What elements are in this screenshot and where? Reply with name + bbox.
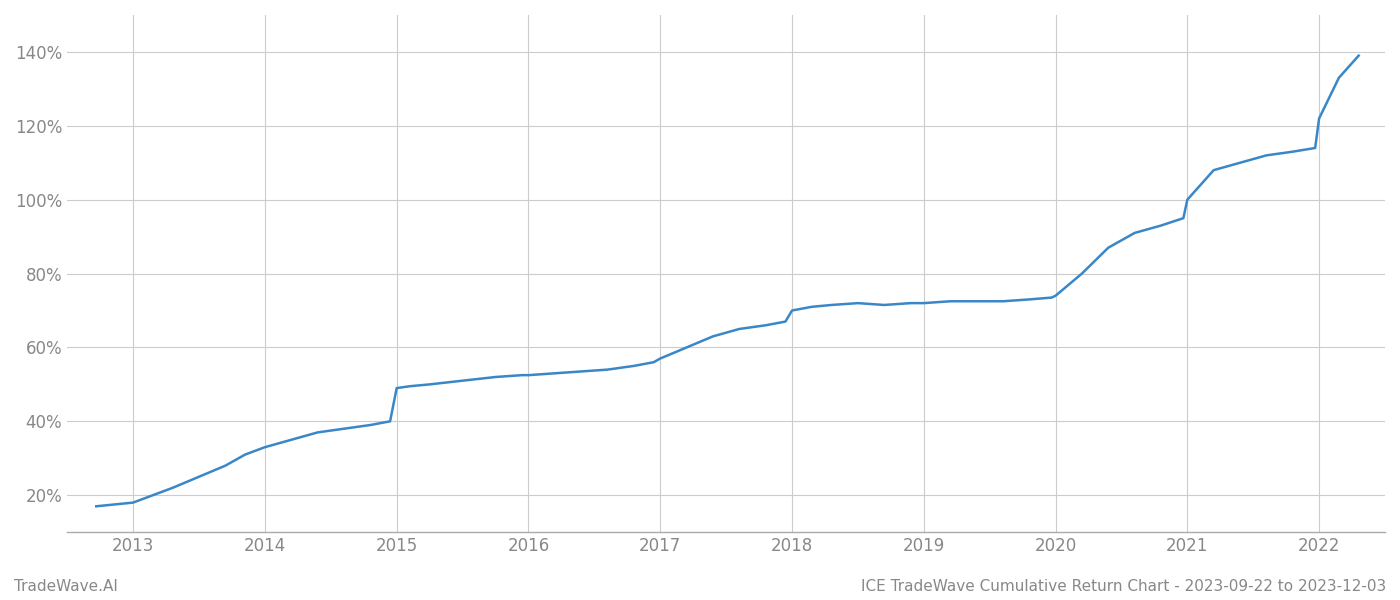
Text: TradeWave.AI: TradeWave.AI [14,579,118,594]
Text: ICE TradeWave Cumulative Return Chart - 2023-09-22 to 2023-12-03: ICE TradeWave Cumulative Return Chart - … [861,579,1386,594]
